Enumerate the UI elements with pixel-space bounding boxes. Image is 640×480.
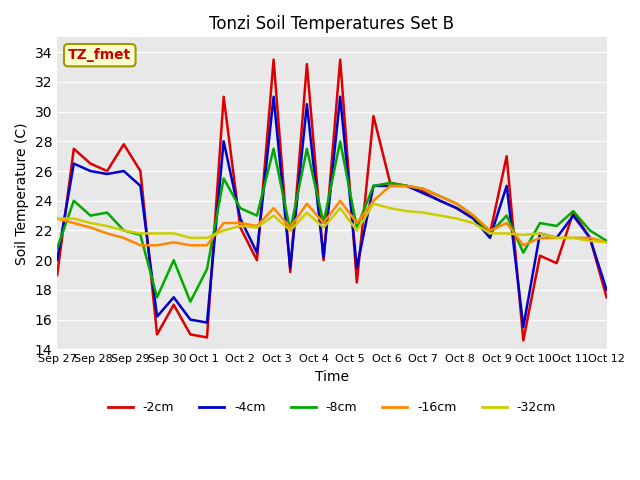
Y-axis label: Soil Temperature (C): Soil Temperature (C)	[15, 122, 29, 264]
Legend: -2cm, -4cm, -8cm, -16cm, -32cm: -2cm, -4cm, -8cm, -16cm, -32cm	[102, 396, 561, 419]
X-axis label: Time: Time	[315, 370, 349, 384]
Title: Tonzi Soil Temperatures Set B: Tonzi Soil Temperatures Set B	[209, 15, 454, 33]
Text: TZ_fmet: TZ_fmet	[68, 48, 131, 62]
